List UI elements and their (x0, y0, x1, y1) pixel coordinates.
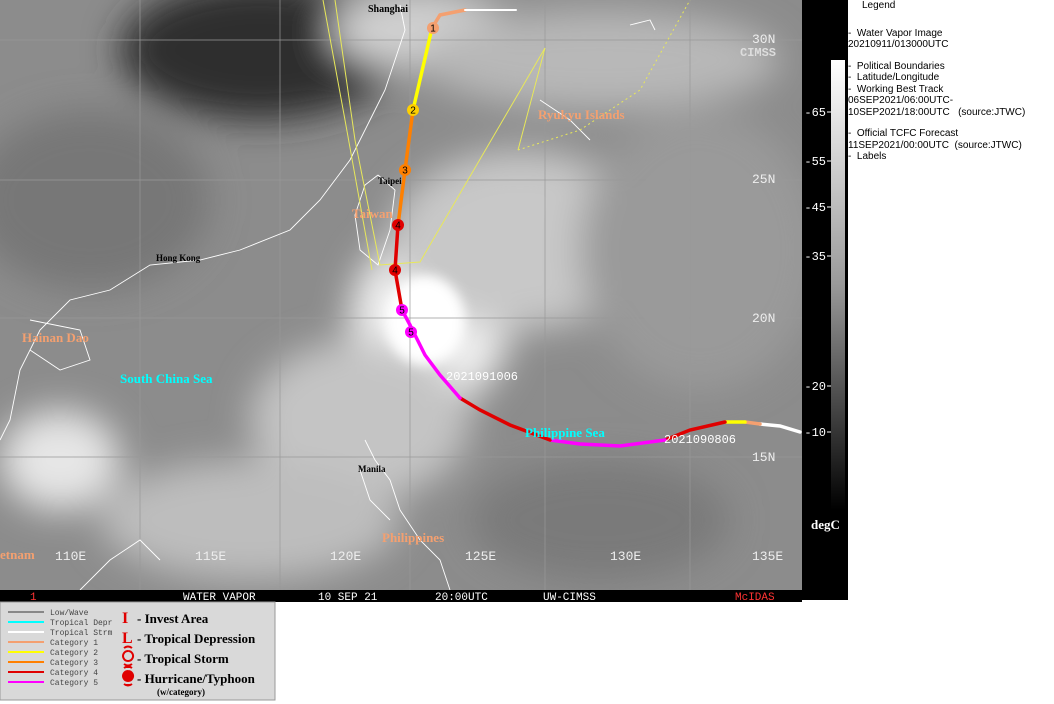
track-label: 2021090806 (664, 433, 736, 447)
colorbar (831, 60, 845, 510)
key-line-label: Low/Wave (50, 609, 89, 618)
place-label: etnam (0, 547, 35, 562)
status-text: 10 SEP 21 (318, 592, 378, 604)
satellite-image: CIMSS Shanghai Ryukyu Islands Taipei Taiwan… (0, 0, 802, 590)
key-glyph: I (122, 610, 128, 627)
colorbar-unit: degC (811, 517, 840, 532)
storm-symbol (389, 264, 401, 276)
legend-line: - Working Best Track (848, 83, 944, 95)
place-label: Taiwan (352, 206, 393, 221)
status-text: UW-CIMSS (543, 592, 596, 604)
grid-label: 125E (465, 549, 496, 564)
colorbar-tick-label: -10 (804, 426, 826, 440)
key-line-label: Category 2 (50, 649, 98, 658)
grid-label: 30N (752, 32, 775, 47)
status-bar (0, 590, 802, 602)
key-line-label: Category 3 (50, 659, 98, 668)
colorbar-tick-label: -55 (804, 155, 826, 169)
grid-label: 25N (752, 172, 775, 187)
logo: CIMSS (740, 46, 776, 60)
grid-label: 130E (610, 549, 641, 564)
place-label: Hong Kong (156, 253, 201, 263)
status-text: McIDAS (735, 592, 775, 604)
place-label: Ryukyu Islands (538, 107, 625, 122)
key-symbol-label: - Invest Area (137, 611, 209, 626)
storm-category: 3 (402, 166, 408, 177)
place-label: Philippine Sea (525, 425, 605, 440)
colorbar-tick-label: -20 (804, 380, 826, 394)
storm-category: 4 (392, 266, 398, 277)
storm-category: 5 (399, 306, 405, 317)
legend-line: - Latitude/Longitude (848, 72, 940, 83)
legend-line: 11SEP2021/00:00UTC (source:JTWC) (848, 139, 1022, 151)
legend-panel: Legend - Water Vapor Image 20210911/013000… (848, 0, 1054, 600)
place-label: South China Sea (120, 371, 213, 386)
storm-category: 2 (410, 106, 416, 117)
grid-label: 135E (752, 549, 783, 564)
place-label: Shanghai (368, 4, 408, 15)
key-line-label: Category 1 (50, 639, 98, 648)
legend-line: - Water Vapor Image (848, 27, 943, 39)
legend-line: 20210911/013000UTC (848, 39, 949, 50)
key-symbol-label: - Tropical Storm (137, 651, 229, 666)
key-line-label: Tropical Strm (50, 629, 113, 638)
key-symbol-label: - Tropical Depression (137, 631, 256, 646)
storm-symbol (396, 304, 408, 316)
legend-line: - Political Boundaries (848, 60, 945, 72)
storm-symbol (392, 219, 404, 231)
legend-line: - Labels (848, 151, 887, 162)
track-key (0, 601, 276, 701)
grid-label: 20N (752, 311, 775, 326)
key-line-label: Category 5 (50, 679, 98, 688)
place-label: Manila (358, 464, 386, 474)
storm-symbol (427, 22, 439, 34)
key-glyph: L (122, 630, 133, 647)
colorbar-tick-label: -35 (804, 250, 826, 264)
grid-label: 120E (330, 549, 361, 564)
grid-label: 115E (195, 549, 226, 564)
legend-line: 06SEP2021/06:00UTC- (848, 95, 954, 106)
grid-label: 110E (55, 549, 86, 564)
key-symbol-label: - Hurricane/Typhoon (137, 671, 256, 686)
key-line-label: Category 4 (50, 669, 98, 678)
grid-label: 15N (752, 450, 775, 465)
storm-symbol (405, 326, 417, 338)
status-text: 1 (30, 592, 37, 604)
key-symbol (122, 665, 135, 687)
colorbar-tick-label: -45 (804, 201, 826, 215)
status-text: WATER VAPOR (183, 592, 256, 604)
legend-line: Legend (862, 0, 896, 11)
storm-category: 1 (430, 24, 436, 35)
status-text: 20:00UTC (435, 592, 488, 604)
storm-category: 5 (408, 328, 414, 339)
legend-line: - Official TCFC Forecast (848, 128, 959, 139)
colorbar-tick-label: -65 (804, 106, 826, 120)
legend-line: 10SEP2021/18:00UTC (source:JTWC) (848, 106, 1026, 118)
key-line-label: Tropical Depr (50, 619, 113, 628)
place-label: Taipei (378, 176, 402, 186)
storm-symbol (407, 104, 419, 116)
storm-category: 4 (395, 221, 401, 232)
place-label: Hainan Dao (22, 330, 89, 345)
place-label: Philippines (382, 530, 444, 545)
key-note: (w/category) (157, 687, 205, 697)
storm-symbol (399, 164, 411, 176)
track-label: 2021091006 (446, 370, 518, 384)
